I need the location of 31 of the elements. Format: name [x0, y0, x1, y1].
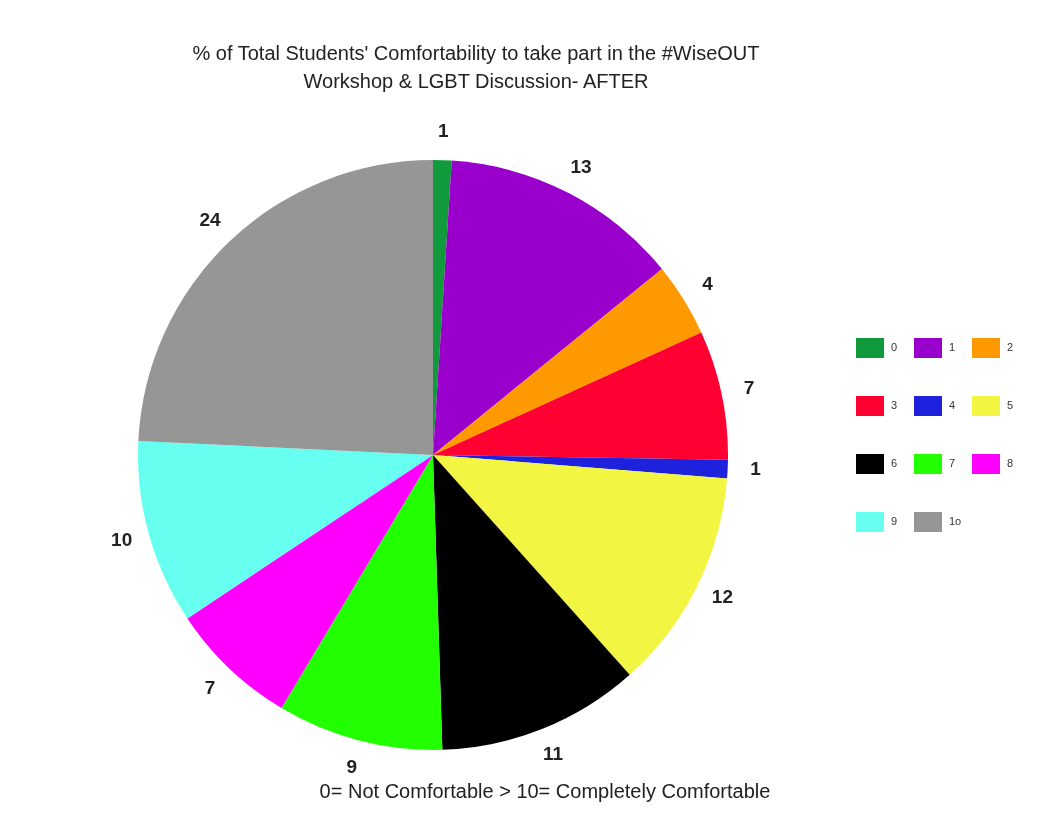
legend-label: 9: [891, 514, 898, 527]
data-label: 10: [111, 529, 133, 551]
legend-label: 3: [891, 398, 898, 411]
pie-slice: [433, 332, 728, 460]
legend-label: 7: [949, 456, 956, 469]
data-label: 9: [346, 755, 358, 777]
legend-label: 0: [891, 340, 898, 353]
data-label: 7: [743, 376, 755, 398]
data-label: 24: [199, 209, 222, 231]
data-label: 7: [204, 676, 216, 698]
text: 0= Not Comfortable > 10= Completely Comfortable: [319, 780, 771, 802]
pie-slice: [433, 160, 662, 455]
legend-label: 8: [1007, 456, 1014, 469]
data-label: 4: [702, 272, 714, 294]
data-label: 12: [711, 586, 733, 608]
data-label: 1: [437, 120, 449, 142]
legend-label: 6: [891, 456, 898, 469]
legend-label: 1o: [949, 514, 962, 527]
chart-title: % of Total Students' Comfortability to take part in the #WiseOUT Workshop & LGBT Discussion- AFTER: [192, 42, 760, 92]
legend-label: 2: [1007, 340, 1014, 353]
data-label: 1: [750, 458, 762, 480]
pie-slice: [138, 440, 433, 619]
legend-label: 4: [949, 398, 956, 411]
pie-slice: [187, 455, 433, 709]
legend-label: 1: [949, 340, 956, 353]
data-label: 11: [543, 742, 564, 764]
pie-slice: [433, 268, 702, 455]
pie-slice: [138, 160, 433, 455]
data-label: 13: [570, 155, 592, 177]
legend-label: 5: [1007, 398, 1014, 411]
pie-slice: [281, 455, 443, 750]
